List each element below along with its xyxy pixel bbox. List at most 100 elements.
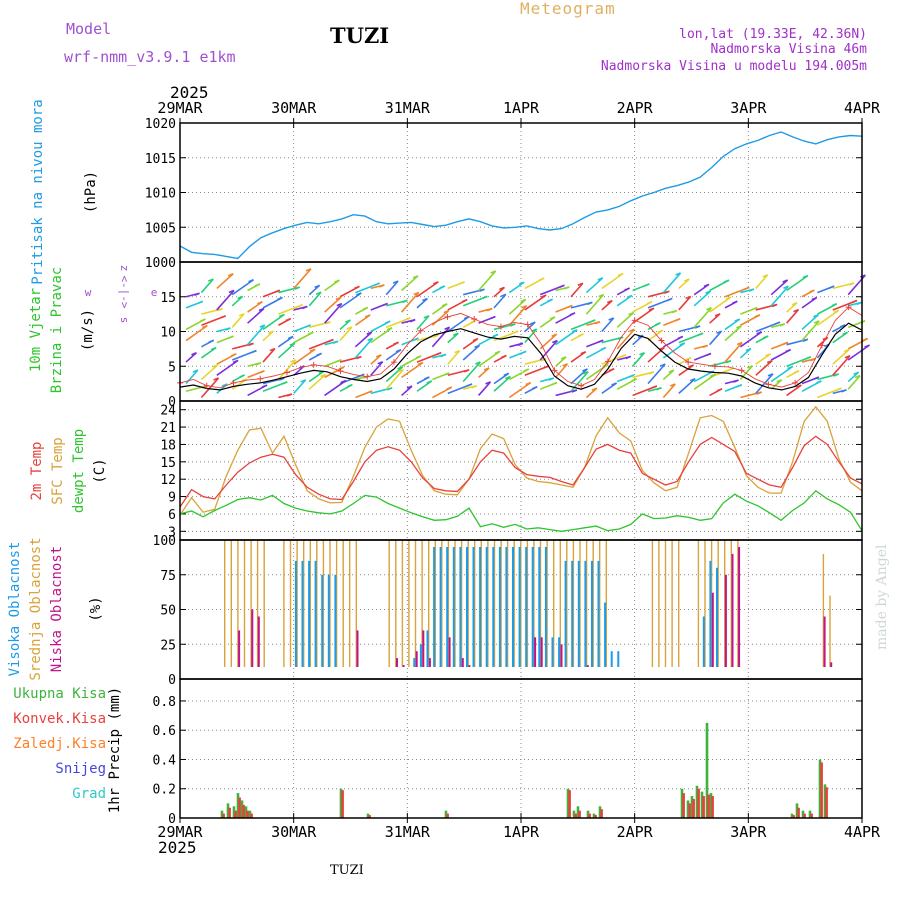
wind-arrow-head [424, 376, 430, 380]
wind-arrow-head [748, 288, 755, 292]
wind-arrow-head [435, 351, 442, 356]
wind-arrow [739, 365, 753, 380]
wind-arrow-head [674, 317, 681, 322]
wind-arrow-head [809, 289, 815, 293]
ytick-label: 10 [160, 326, 176, 341]
wind-arrow-head [238, 313, 245, 317]
wind-arrow-head [783, 285, 789, 289]
xtick-label-bottom: 3APR [730, 823, 767, 841]
wind-arrow-head [281, 381, 288, 385]
wind-arrow-head [854, 374, 861, 379]
wind-arrow-head [512, 330, 519, 334]
temp2m-line [179, 435, 863, 508]
wind-arrow [493, 293, 507, 309]
wind-arrow-head [598, 293, 604, 298]
gust-cross [417, 327, 424, 334]
wind-arrow-head [736, 384, 743, 388]
ytick-label: 25 [160, 638, 176, 653]
wind-arrow-head [611, 382, 617, 386]
wind-arrow-head [716, 330, 722, 334]
y-axis-label: (C) [92, 458, 108, 483]
wind-arrow-head [197, 300, 204, 305]
wind-arrow [293, 379, 307, 394]
conv-precip-bar [810, 813, 813, 818]
y-axis-label: SFC Temp [50, 437, 66, 504]
wind-arrow [508, 298, 527, 315]
wind-arrow [631, 352, 646, 367]
total-precip-bar [695, 785, 699, 818]
wind-arrow-head [459, 281, 465, 285]
wind-arrow [339, 326, 353, 342]
wind-arrow-head [520, 350, 527, 355]
wind-arrow-head [297, 303, 303, 308]
wind-arrow-head [705, 290, 711, 294]
xtick-label-bottom: 31MAR [385, 823, 431, 841]
wind-arrow-head [494, 350, 501, 355]
wind-speed-line [179, 322, 863, 391]
ytick-label: 1020 [145, 117, 176, 132]
conv-precip-bar [820, 762, 823, 818]
wind-arrow-head [518, 281, 525, 286]
station-title: TUZI [330, 23, 389, 48]
wind-arrow [755, 373, 774, 394]
wind-arrow [847, 375, 861, 390]
total-precip-bar [592, 813, 596, 818]
conv-precip-bar [588, 813, 591, 818]
wind-arrow-head [483, 367, 490, 371]
wind-arrow-head [440, 353, 447, 358]
wind-arrow-head [500, 293, 507, 298]
wind-arrow-head [656, 387, 662, 391]
wind-arrow [647, 346, 665, 363]
wind-arrow [262, 313, 285, 331]
wind-arrow-head [860, 274, 866, 278]
wind-arrow [786, 274, 809, 292]
wind-arrow-head [816, 380, 822, 384]
total-precip-bar [808, 810, 812, 818]
wind-arrow-head [705, 352, 712, 357]
wind-arrow-head [626, 294, 633, 299]
total-precip-bar [801, 810, 805, 818]
conv-precip-bar [238, 797, 241, 818]
gust-cross [578, 382, 585, 389]
wind-arrow-head [766, 359, 773, 364]
wind-arrow-head [475, 361, 481, 365]
xtick-label-bottom: 29MAR [157, 823, 203, 841]
total-precip-bar [680, 788, 684, 818]
conv-precip-bar [797, 807, 800, 818]
wind-arrow-head [492, 333, 499, 338]
wind-arrow-head [569, 312, 576, 316]
y-axis-label: 10m Vjetar [28, 288, 44, 372]
ytick-label: 1000 [145, 256, 176, 271]
wind-arrow-head [782, 341, 789, 346]
wind-arrow-head [813, 320, 820, 324]
wind-arrow-head [367, 337, 373, 342]
wind-compass: z <-|-> w e s [85, 265, 158, 324]
wind-arrow-head [756, 331, 763, 335]
wind-arrow-head [856, 301, 863, 306]
wind-arrow-head [547, 298, 553, 302]
wind-arrow-head [771, 303, 778, 308]
wind-arrow [400, 291, 420, 313]
wind-arrow-head [305, 324, 311, 328]
wind-arrow-head [669, 383, 676, 387]
wind-arrow-head [472, 337, 479, 342]
wind-arrow-head [567, 304, 573, 309]
wind-arrow-head [756, 391, 763, 395]
gust-cross [230, 379, 237, 386]
wind-arrow-head [405, 317, 411, 321]
ytick-label: 24 [160, 404, 176, 419]
wind-arrow [755, 274, 769, 289]
wind-arrow-head [279, 377, 285, 381]
conv-precip-bar [222, 813, 225, 818]
wind-arrow-head [811, 296, 818, 301]
wind-arrow [601, 272, 624, 290]
wind-arrow-head [192, 369, 199, 373]
xtick-label-bottom: 30MAR [271, 823, 317, 841]
total-precip-bar [700, 791, 704, 818]
conv-precip-bar [594, 815, 597, 818]
wind-arrow [308, 373, 327, 390]
wind-arrow-head [315, 291, 322, 296]
conv-precip-bar [688, 803, 691, 818]
wind-arrow-head [354, 285, 360, 290]
wind-arrow-head [248, 342, 254, 347]
